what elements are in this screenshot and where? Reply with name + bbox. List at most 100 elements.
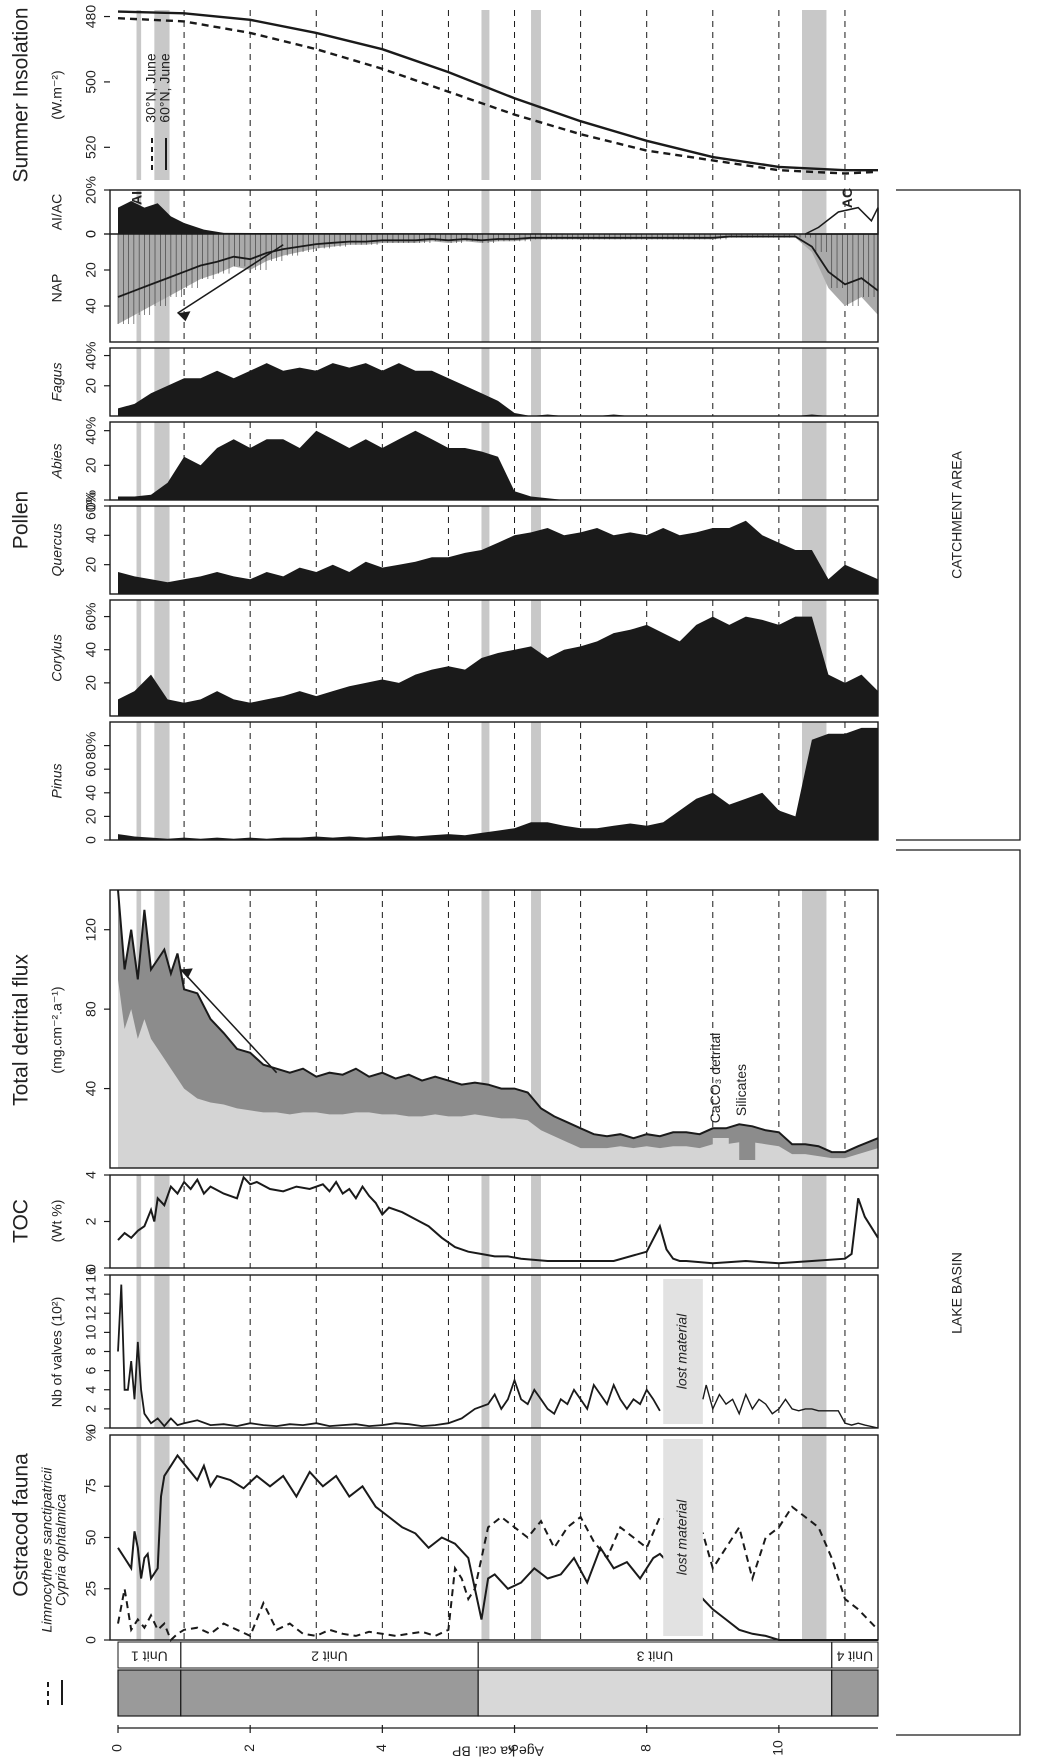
- pinus-area: [118, 727, 878, 840]
- lake-bracket: [896, 849, 1021, 1736]
- aiac-label: AI/AC: [49, 194, 65, 231]
- detrital-axis-label: (mg.cm⁻².a⁻¹): [49, 986, 65, 1073]
- shade-band: [154, 1275, 170, 1428]
- valves-axis-label: Nb of valves (10²): [49, 1297, 65, 1407]
- panel-frame: [109, 1174, 879, 1269]
- y-tick-label: 4: [83, 1386, 99, 1394]
- shade-band: [531, 1275, 541, 1428]
- nap-line: [117, 235, 879, 298]
- y-tick-label: 12: [83, 1305, 99, 1321]
- fagus-area: [118, 363, 878, 416]
- nap-label: NAP: [49, 274, 65, 303]
- detrital-title: Total detrital flux: [10, 954, 33, 1106]
- quercus-area: [118, 520, 878, 594]
- taxon-label: Pinus: [49, 763, 65, 798]
- legend-label: 60°N, June: [157, 53, 173, 123]
- y-tick-label: 0%: [83, 490, 99, 510]
- legend-label: 30°N, June: [143, 53, 159, 123]
- y-tick-label: 16: [83, 1267, 99, 1283]
- y-tick-label: 10: [83, 1324, 99, 1340]
- insolation-axis-label: (W.m⁻²): [49, 70, 65, 119]
- y-tick-label: 40: [83, 298, 99, 314]
- shade-band: [154, 10, 170, 180]
- shade-band: [802, 1435, 827, 1640]
- catchment-label: CATCHMENT AREA: [949, 450, 965, 578]
- shade-band: [154, 1175, 170, 1268]
- panel-frame: [109, 889, 879, 1169]
- lake-basin-label: LAKE BASIN: [949, 1252, 965, 1334]
- shade-band: [531, 348, 541, 416]
- ostracod-title: Ostracod fauna: [10, 1453, 33, 1597]
- panel-frame: [109, 721, 879, 841]
- unit-label: Unit 3: [636, 1648, 673, 1664]
- y-tick-label: 0: [83, 1264, 99, 1272]
- y-tick-label: 80%: [83, 732, 99, 760]
- y-tick-label: 20: [83, 557, 99, 573]
- lost-material-band: [663, 1439, 703, 1636]
- legend-label: Limnocythere sanctipatricii: [39, 1467, 55, 1633]
- trend-arrow: [180, 968, 278, 1074]
- limnocythere-line: [117, 1505, 879, 1642]
- shade-band: [531, 190, 541, 234]
- shade-band: [802, 190, 827, 234]
- y-tick-label: 40: [83, 785, 99, 801]
- y-tick-label: 40: [83, 642, 99, 658]
- unit-box: [831, 1641, 879, 1669]
- legend-silicate-swatch: [739, 1138, 756, 1160]
- shade-band: [136, 600, 142, 716]
- shade-band: [802, 1175, 827, 1268]
- caco3-area: [118, 979, 878, 1168]
- total-flux-line: [117, 889, 879, 1154]
- shade-band: [481, 190, 490, 234]
- nap-arrow: [177, 244, 284, 314]
- x-tick-label: 8: [637, 1744, 653, 1752]
- x-tick-label: 10: [770, 1740, 786, 1756]
- y-tick-label: 8: [83, 1347, 99, 1355]
- shade-band: [531, 890, 541, 1168]
- shade-band: [531, 234, 541, 342]
- panel-frame: [109, 1274, 879, 1429]
- taxon-label: Fagus: [49, 363, 65, 402]
- y-tick-label: 2: [83, 1217, 99, 1225]
- cypria-line: [117, 1453, 878, 1641]
- y-tick-label: 520: [83, 135, 99, 159]
- y-unit-label: %: [83, 1429, 99, 1441]
- y-tick-label: 40: [83, 527, 99, 543]
- unit-label: Unit 2: [311, 1648, 348, 1664]
- shade-band: [136, 348, 142, 416]
- shade-band: [136, 722, 142, 840]
- toc-title: TOC: [10, 1199, 33, 1243]
- abies-area: [118, 430, 878, 500]
- shade-band: [154, 1435, 170, 1640]
- shade-band: [136, 422, 142, 500]
- y-tick-label: 500: [83, 70, 99, 94]
- lost-material-label: lost material: [674, 1313, 690, 1389]
- unit-strip: [180, 1669, 479, 1717]
- taxon-label: Abies: [49, 443, 65, 479]
- shade-band: [481, 890, 490, 1168]
- lost-material-band: [663, 1279, 703, 1424]
- y-tick-label: 480: [83, 5, 99, 29]
- y-tick-label: 75: [83, 1478, 99, 1494]
- y-tick-label: 20%: [83, 176, 99, 204]
- panel-frame: [109, 505, 879, 595]
- valves-line-2: [702, 1384, 879, 1429]
- y-tick-label: 40: [83, 1081, 99, 1097]
- panel-frame: [109, 347, 879, 417]
- y-tick-label: 2: [83, 1405, 99, 1413]
- shade-band: [531, 722, 541, 840]
- shade-band: [136, 506, 142, 594]
- shade-band: [154, 506, 170, 594]
- y-tick-label: 40%: [83, 342, 99, 370]
- y-tick-label: 0: [83, 1424, 99, 1432]
- shade-band: [531, 1175, 541, 1268]
- ai-area: [118, 201, 878, 234]
- figure-layer: 0 2 4 6 8 10 Age ka cal. BP Unit 1 Unit 2 Unit 3 U…: [10, 5, 1021, 1759]
- legend-label: Silicates: [733, 1064, 749, 1116]
- toc-axis-label: (Wt %): [49, 1200, 65, 1243]
- legend-label: Cypria ophtalmica: [53, 1494, 69, 1606]
- shade-band: [531, 422, 541, 500]
- y-tick-label: 0: [83, 1636, 99, 1644]
- unit-label: Unit 4: [836, 1648, 873, 1664]
